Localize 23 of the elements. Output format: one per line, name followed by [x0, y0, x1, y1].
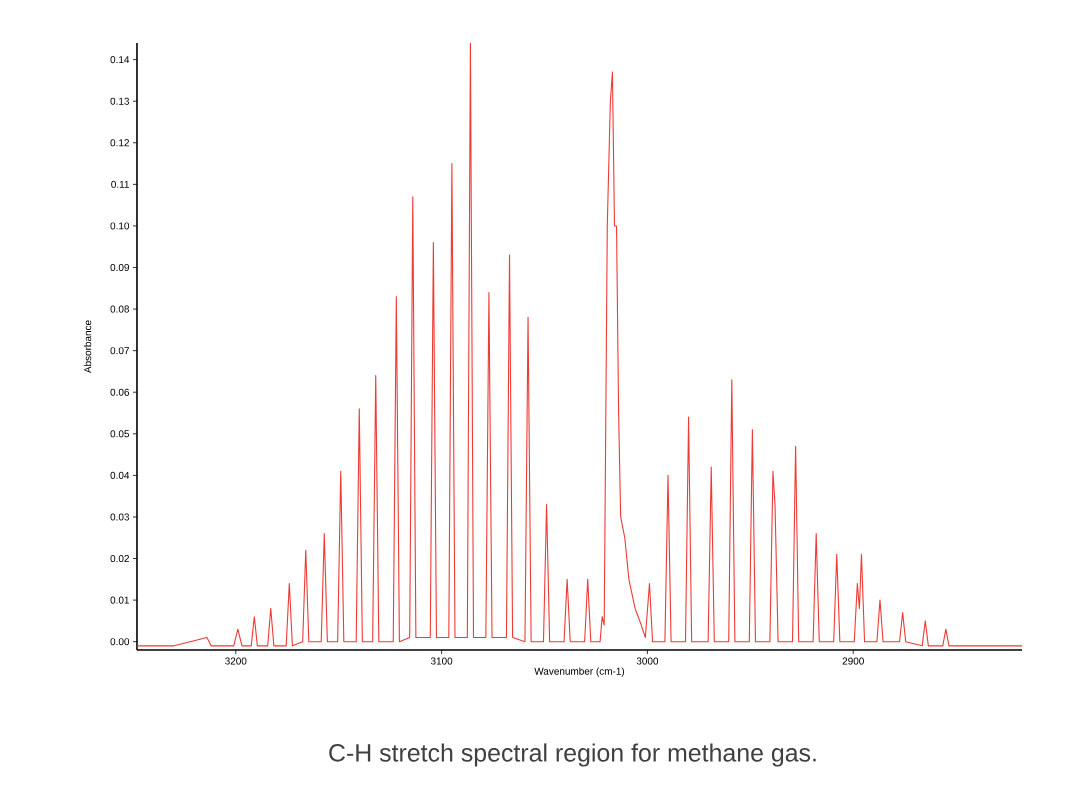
y-tick-label: 0.06 — [110, 388, 130, 396]
y-tick-label: 0.05 — [110, 430, 130, 438]
x-tick-label: 2900 — [842, 657, 864, 665]
y-tick-label: 0.04 — [110, 471, 130, 479]
y-tick-label: 0.11 — [111, 180, 129, 188]
x-tick-label: 3100 — [430, 657, 453, 665]
x-tick-label: 3000 — [636, 657, 659, 665]
y-tick-label: 0.02 — [110, 555, 129, 563]
y-tick-label: 0.08 — [110, 305, 130, 313]
y-tick-label: 0.12 — [110, 139, 129, 147]
y-tick-label: 0.10 — [110, 222, 130, 230]
y-tick-label: 0.03 — [110, 513, 130, 521]
y-axis-title: Absorbance — [83, 320, 92, 374]
x-tick-label: 3200 — [225, 657, 247, 665]
x-axis-title: Wavenumber (cm-1) — [534, 667, 625, 677]
y-tick-label: 0.00 — [110, 638, 130, 646]
y-tick-label: 0.07 — [110, 347, 129, 355]
y-tick-label: 0.14 — [110, 56, 130, 64]
y-tick-label: 0.09 — [110, 263, 130, 272]
text: C-H stretch spectral region for methane gas. — [329, 743, 816, 767]
y-tick-label: 0.13 — [110, 97, 130, 105]
line-series — [136, 42, 1022, 647]
y-tick-label: 0.01 — [110, 596, 129, 604]
